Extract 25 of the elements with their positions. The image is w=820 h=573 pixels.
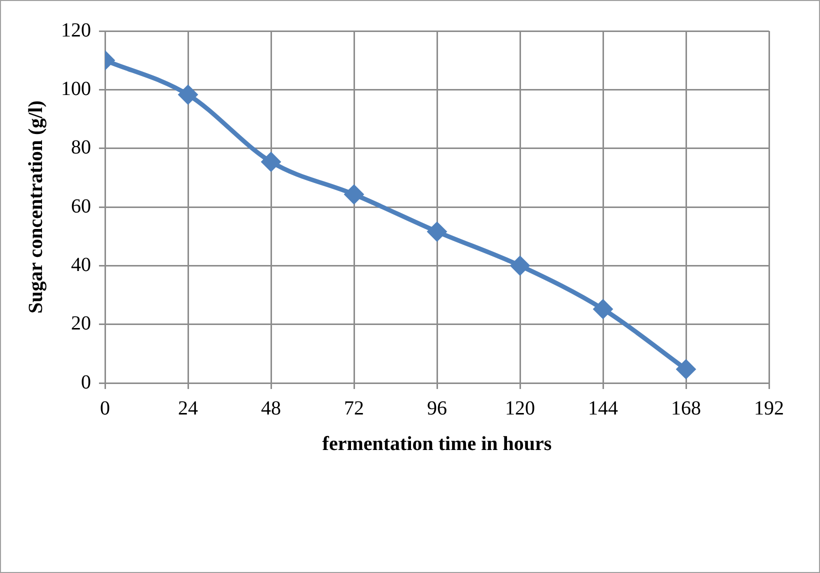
y-tick-label: 80 (71, 136, 91, 159)
y-tick-label: 100 (61, 78, 91, 100)
point (676, 360, 696, 378)
point (262, 152, 280, 172)
x-tick-label: 144 (588, 397, 618, 420)
x-tick-label: 192 (754, 397, 784, 420)
y-tick-label: 0 (81, 371, 91, 394)
x-tick-label: 24 (178, 397, 198, 420)
point (594, 300, 612, 318)
x-axis-title: fermentation time in hours (322, 433, 552, 456)
x-tick-label: 96 (427, 397, 447, 420)
y-tick-label: 40 (71, 254, 91, 276)
x-tick-label: 168 (671, 397, 701, 420)
y-tick-label: 60 (71, 195, 91, 218)
point (510, 256, 530, 275)
y-axis-title: Sugar concentration (g/l) (25, 100, 48, 314)
x-tick-label: 48 (261, 397, 281, 420)
y-tick-label: 120 (61, 19, 91, 42)
point (344, 185, 364, 204)
point (178, 85, 198, 104)
x-tick-label: 120 (505, 397, 535, 420)
x-tick-label: 0 (100, 397, 110, 420)
y-tick-label: 20 (71, 312, 91, 335)
x-tick-label: 72 (344, 397, 364, 420)
point (428, 222, 446, 241)
